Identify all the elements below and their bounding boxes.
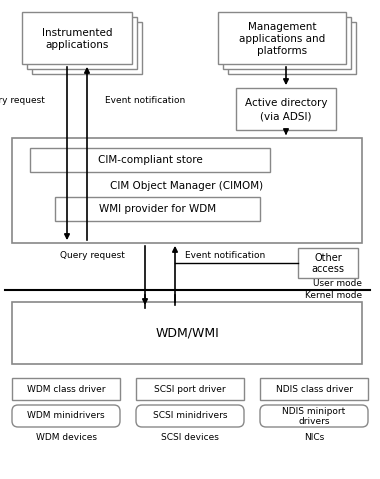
Text: platforms: platforms <box>257 46 307 56</box>
Text: WMI provider for WDM: WMI provider for WDM <box>99 204 216 214</box>
Text: SCSI devices: SCSI devices <box>161 433 219 442</box>
FancyBboxPatch shape <box>260 405 368 427</box>
Text: Query request: Query request <box>60 251 125 261</box>
Bar <box>218 12 346 64</box>
Text: applications: applications <box>45 40 109 50</box>
Text: access: access <box>312 264 345 274</box>
Bar <box>236 88 336 130</box>
Text: SCSI port driver: SCSI port driver <box>154 385 226 394</box>
Bar <box>136 378 244 400</box>
Text: WDM class driver: WDM class driver <box>27 385 105 394</box>
Text: applications and: applications and <box>239 34 325 44</box>
Text: User mode: User mode <box>313 280 362 288</box>
Bar <box>228 22 356 74</box>
Bar <box>12 378 120 400</box>
Text: (via ADSI): (via ADSI) <box>260 111 312 121</box>
Bar <box>12 302 362 364</box>
Bar <box>22 12 132 64</box>
Text: Instrumented: Instrumented <box>42 28 112 38</box>
Text: Active directory: Active directory <box>245 98 327 108</box>
Text: drivers: drivers <box>298 418 330 426</box>
Text: Management: Management <box>248 22 316 32</box>
Text: Query request: Query request <box>0 95 45 104</box>
Text: NDIS class driver: NDIS class driver <box>276 385 353 394</box>
FancyBboxPatch shape <box>12 405 120 427</box>
Bar <box>32 22 142 74</box>
Text: WDM/WMI: WDM/WMI <box>155 327 219 340</box>
Bar <box>27 17 137 69</box>
Bar <box>260 378 368 400</box>
Text: Event notification: Event notification <box>185 251 265 261</box>
Text: WDM minidrivers: WDM minidrivers <box>27 411 105 421</box>
Text: CIM-compliant store: CIM-compliant store <box>98 155 203 165</box>
FancyBboxPatch shape <box>136 405 244 427</box>
Bar <box>223 17 351 69</box>
Bar <box>30 148 270 172</box>
Text: Event notification: Event notification <box>105 95 185 104</box>
Text: NDIS miniport: NDIS miniport <box>282 407 346 415</box>
Text: SCSI minidrivers: SCSI minidrivers <box>153 411 227 421</box>
Text: CIM Object Manager (CIMOM): CIM Object Manager (CIMOM) <box>111 181 264 191</box>
Bar <box>12 138 362 243</box>
Text: NICs: NICs <box>304 433 324 442</box>
Text: Other: Other <box>314 253 342 263</box>
Bar <box>298 248 358 278</box>
Text: Kernel mode: Kernel mode <box>305 292 362 300</box>
Text: WDM devices: WDM devices <box>35 433 97 442</box>
Bar <box>55 197 260 221</box>
